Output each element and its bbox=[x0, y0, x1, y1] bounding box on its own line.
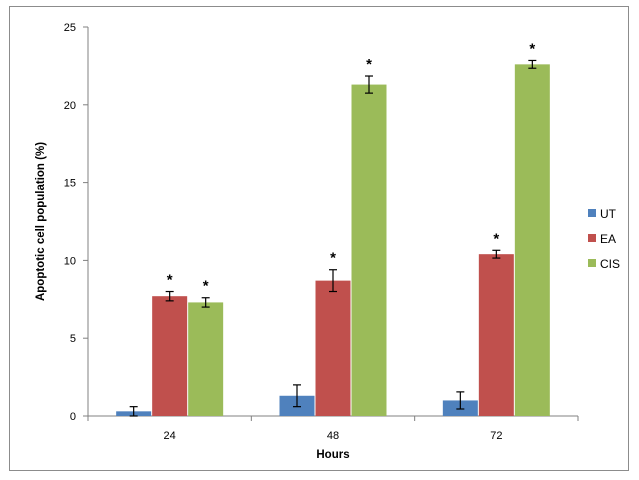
y-tick-label: 20 bbox=[64, 100, 76, 112]
significance-marker: * bbox=[167, 272, 173, 289]
error-bar bbox=[456, 391, 465, 410]
legend-swatch bbox=[588, 259, 596, 267]
bar-ea-48 bbox=[315, 280, 351, 416]
x-tick-label: 72 bbox=[490, 430, 502, 442]
bars: * * * * * * bbox=[116, 40, 550, 417]
legend-item-cis: CIS bbox=[588, 257, 620, 271]
error-bar bbox=[365, 75, 373, 94]
bar-cis-48 bbox=[351, 84, 387, 417]
error-bar bbox=[293, 384, 301, 408]
significance-marker: * bbox=[529, 40, 535, 57]
significance-marker: * bbox=[493, 230, 499, 247]
error-bar bbox=[129, 406, 138, 417]
significance-marker: * bbox=[203, 278, 209, 295]
error-bar bbox=[492, 249, 501, 259]
legend: UT EA CIS bbox=[588, 207, 620, 271]
y-ticks: 0 5 10 15 20 25 bbox=[64, 22, 88, 423]
x-axis-title: Hours bbox=[316, 449, 349, 461]
bar-cis-72 bbox=[514, 64, 550, 417]
error-bar bbox=[329, 269, 337, 293]
bar-cis-24 bbox=[188, 302, 224, 416]
y-axis-title: Apoptotic cell population (%) bbox=[35, 142, 47, 301]
legend-item-ea: EA bbox=[588, 232, 616, 246]
error-bar bbox=[528, 59, 537, 69]
error-bar bbox=[165, 290, 174, 302]
legend-label: CIS bbox=[600, 257, 620, 271]
y-tick-label: 25 bbox=[64, 22, 76, 34]
legend-swatch bbox=[588, 209, 596, 217]
y-tick-label: 5 bbox=[70, 333, 76, 345]
x-tick-label: 24 bbox=[164, 430, 176, 442]
legend-swatch bbox=[588, 234, 596, 242]
x-ticks: 24 48 72 bbox=[87, 416, 579, 442]
bar-ea-24 bbox=[152, 296, 188, 416]
legend-label: EA bbox=[600, 232, 616, 246]
y-tick-label: 0 bbox=[70, 411, 76, 423]
significance-marker: * bbox=[330, 250, 336, 267]
y-tick-label: 10 bbox=[64, 255, 76, 267]
significance-marker: * bbox=[366, 56, 372, 73]
legend-item-ut: UT bbox=[588, 207, 617, 221]
error-bar bbox=[201, 297, 210, 308]
y-tick-label: 15 bbox=[64, 178, 76, 190]
x-tick-label: 48 bbox=[327, 430, 339, 442]
legend-label: UT bbox=[600, 207, 617, 221]
bar-ea-72 bbox=[478, 254, 514, 416]
